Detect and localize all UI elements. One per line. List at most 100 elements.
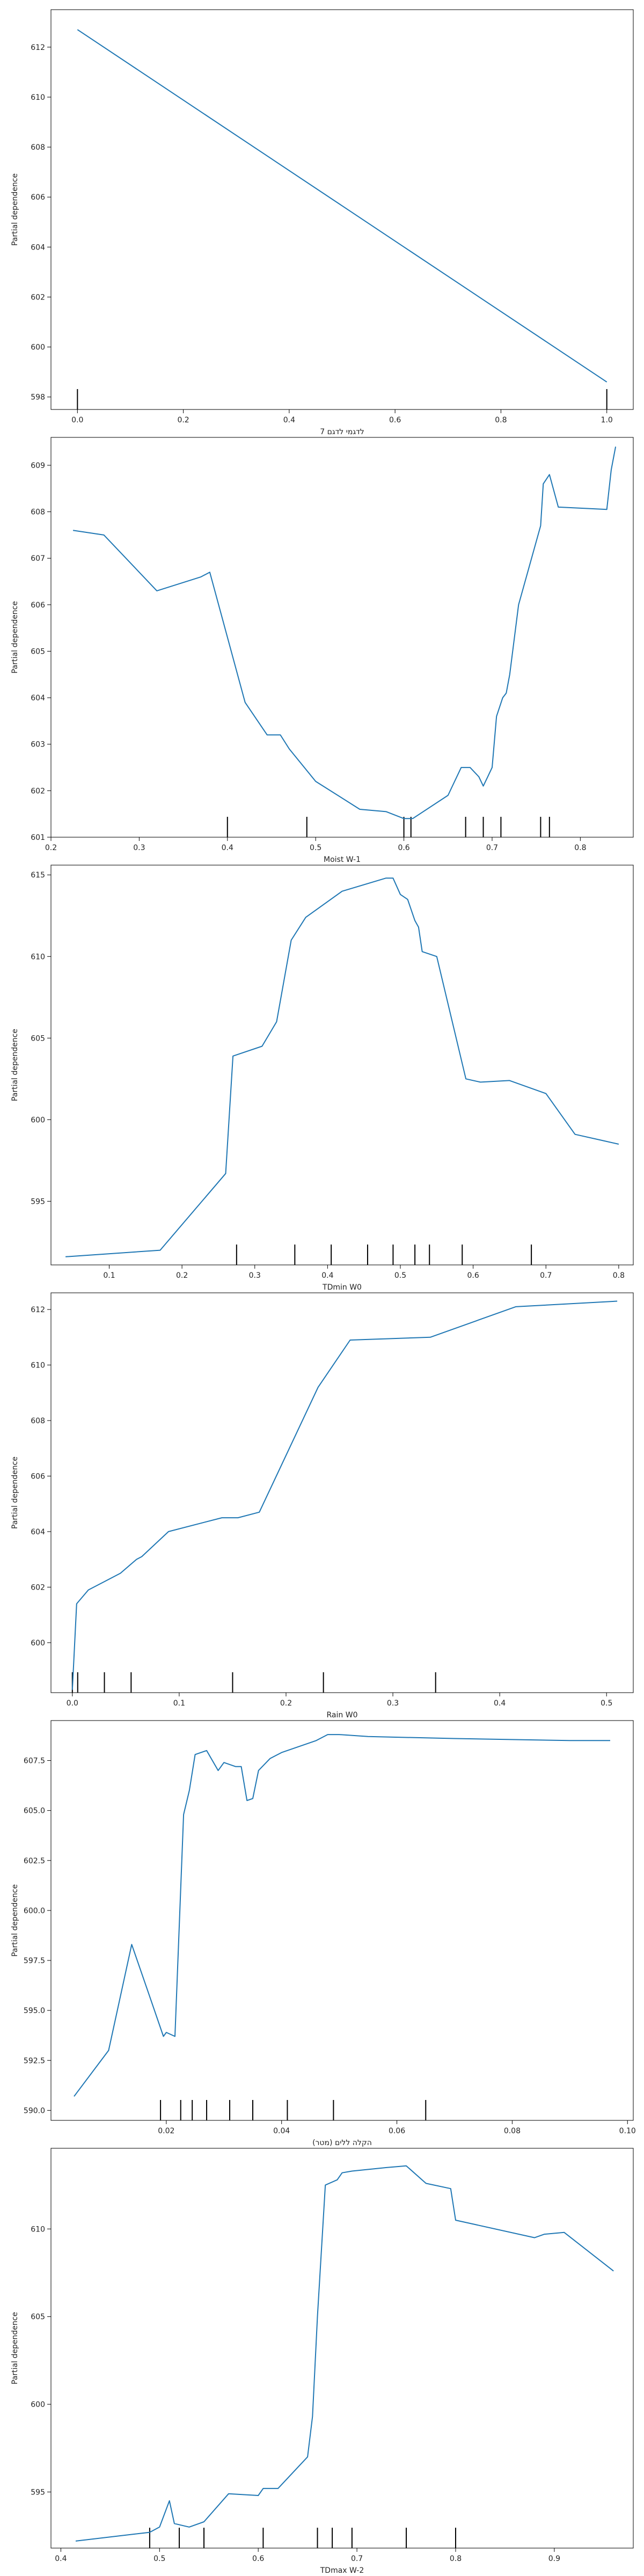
y-tick-label: 604 — [31, 694, 45, 702]
y-tick-label: 608 — [31, 1417, 45, 1425]
x-tick-label: 0.6 — [467, 1271, 479, 1280]
x-axis-label: TDmin W0 — [322, 1283, 362, 1292]
y-axis-label: Partial dependence — [11, 173, 19, 246]
y-tick-label: 602 — [31, 787, 45, 795]
x-axis-label: 7 לדגמי לדגם — [320, 428, 364, 436]
x-tick-label: 0.2 — [177, 416, 189, 425]
y-tick-label: 604 — [31, 1528, 45, 1536]
y-tick-label: 605.0 — [24, 1807, 45, 1816]
y-tick-label: 607.5 — [24, 1757, 45, 1766]
y-tick-label: 608 — [31, 508, 45, 517]
y-axis-label: Partial dependence — [11, 1457, 19, 1529]
y-tick-label: 606 — [31, 601, 45, 610]
x-tick-label: 0.10 — [619, 2127, 636, 2135]
x-tick-label: 0.5 — [310, 844, 321, 852]
y-tick-label: 602 — [31, 293, 45, 302]
x-tick-label: 0.8 — [450, 2555, 462, 2563]
y-tick-label: 612 — [31, 1306, 45, 1314]
y-tick-label: 606 — [31, 1472, 45, 1481]
y-axis-label: Partial dependence — [11, 2312, 19, 2384]
y-tick-label: 595 — [31, 2488, 45, 2497]
x-tick-label: 0.4 — [55, 2555, 67, 2563]
y-tick-label: 605 — [31, 1034, 45, 1043]
y-tick-label: 595.0 — [24, 2007, 45, 2015]
y-axis-label: Partial dependence — [11, 1029, 19, 1101]
x-tick-label: 0.6 — [252, 2555, 264, 2563]
y-tick-label: 600 — [31, 1639, 45, 1648]
series-line — [72, 447, 617, 819]
y-tick-label: 603 — [31, 741, 45, 749]
x-tick-label: 0.4 — [283, 416, 295, 425]
plot-frame — [50, 1720, 634, 2121]
y-tick-label: 601 — [31, 833, 45, 842]
y-tick-label: 610 — [31, 93, 45, 102]
x-tick-label: 0.0 — [67, 1699, 78, 1708]
x-tick-label: 0.6 — [398, 844, 409, 852]
y-tick-label: 597.5 — [24, 1957, 45, 1965]
y-axis-label: Partial dependence — [11, 601, 19, 674]
x-tick-label: 0.3 — [387, 1699, 399, 1708]
x-tick-label: 0.3 — [249, 1271, 261, 1280]
x-tick-label: 0.2 — [176, 1271, 188, 1280]
y-tick-label: 610 — [31, 1362, 45, 1370]
x-axis-label: (מטר) הקלה ללים — [312, 2139, 372, 2147]
x-tick-label: 0.2 — [45, 844, 57, 852]
x-tick-label: 0.02 — [158, 2127, 174, 2135]
x-tick-label: 0.4 — [321, 1271, 333, 1280]
x-tick-label: 0.9 — [548, 2555, 560, 2563]
y-tick-label: 602 — [31, 1583, 45, 1592]
plot-frame — [50, 2148, 634, 2549]
series-line — [71, 1300, 618, 1690]
y-tick-label: 609 — [31, 462, 45, 470]
y-tick-label: 610 — [31, 953, 45, 961]
x-tick-label: 0.5 — [394, 1271, 406, 1280]
y-axis-label: Partial dependence — [11, 1884, 19, 1957]
y-tick-label: 590.0 — [24, 2106, 45, 2115]
x-tick-label: 0.5 — [601, 1699, 612, 1708]
x-tick-label: 0.0 — [71, 416, 83, 425]
x-tick-label: 0.1 — [103, 1271, 115, 1280]
x-tick-label: 0.7 — [351, 2555, 363, 2563]
plot-frame — [50, 1292, 634, 1693]
chart-panel-6: 595 600 605 610 0.4 0.5 0.6 0.7 0.8 0.9 TDmax W-2 P… — [11, 2148, 634, 2575]
y-tick-label: 604 — [31, 243, 45, 252]
x-tick-label: 0.4 — [494, 1699, 506, 1708]
y-tick-label: 598 — [31, 393, 45, 402]
plot-frame — [50, 865, 634, 1265]
series-line — [75, 2165, 614, 2542]
x-tick-label: 0.2 — [280, 1699, 292, 1708]
series-line — [77, 29, 608, 383]
y-tick-label: 608 — [31, 143, 45, 152]
y-tick-label: 600 — [31, 2401, 45, 2409]
x-tick-label: 0.8 — [495, 416, 507, 425]
x-tick-label: 0.8 — [613, 1271, 625, 1280]
y-tick-label: 605 — [31, 2313, 45, 2322]
plot-frame — [50, 9, 634, 410]
chart-panel-4: 600 602 604 606 608 610 612 0.0 0.1 0.2 0.3 0.4 0.5 R… — [11, 1292, 634, 1719]
x-tick-label: 0.3 — [133, 844, 145, 852]
y-tick-label: 607 — [31, 554, 45, 563]
y-tick-label: 610 — [31, 2225, 45, 2234]
x-axis-label: TDmax W-2 — [320, 2566, 364, 2575]
chart-panel-5: 590.0 592.5 595.0 597.5 600.0 602.5 605.0 607.5… — [11, 1720, 636, 2147]
y-tick-label: 606 — [31, 193, 45, 202]
y-tick-label: 602.5 — [24, 1857, 45, 1865]
y-tick-label: 600 — [31, 343, 45, 352]
x-tick-label: 0.4 — [222, 844, 233, 852]
chart-panel-3: 595 600 605 610 615 0.1 0.2 0.3 0.4 0.5 0.6 0.7 0.8 T… — [11, 865, 634, 1292]
x-tick-label: 0.6 — [389, 416, 401, 425]
x-tick-label: 0.06 — [389, 2127, 405, 2135]
x-tick-label: 0.5 — [153, 2555, 165, 2563]
x-tick-label: 0.8 — [574, 844, 586, 852]
x-tick-label: 0.08 — [504, 2127, 521, 2135]
x-tick-label: 0.7 — [486, 844, 498, 852]
y-tick-label: 592.5 — [24, 2057, 45, 2065]
y-tick-label: 600 — [31, 1116, 45, 1124]
chart-panel-1: 598 600 602 604 606 608 610 612 0.0 0.2 0.4 0.6 0.8 1… — [11, 9, 634, 436]
y-tick-label: 605 — [31, 647, 45, 656]
plot-frame — [50, 437, 634, 838]
y-tick-label: 615 — [31, 871, 45, 880]
y-tick-label: 595 — [31, 1197, 45, 1206]
